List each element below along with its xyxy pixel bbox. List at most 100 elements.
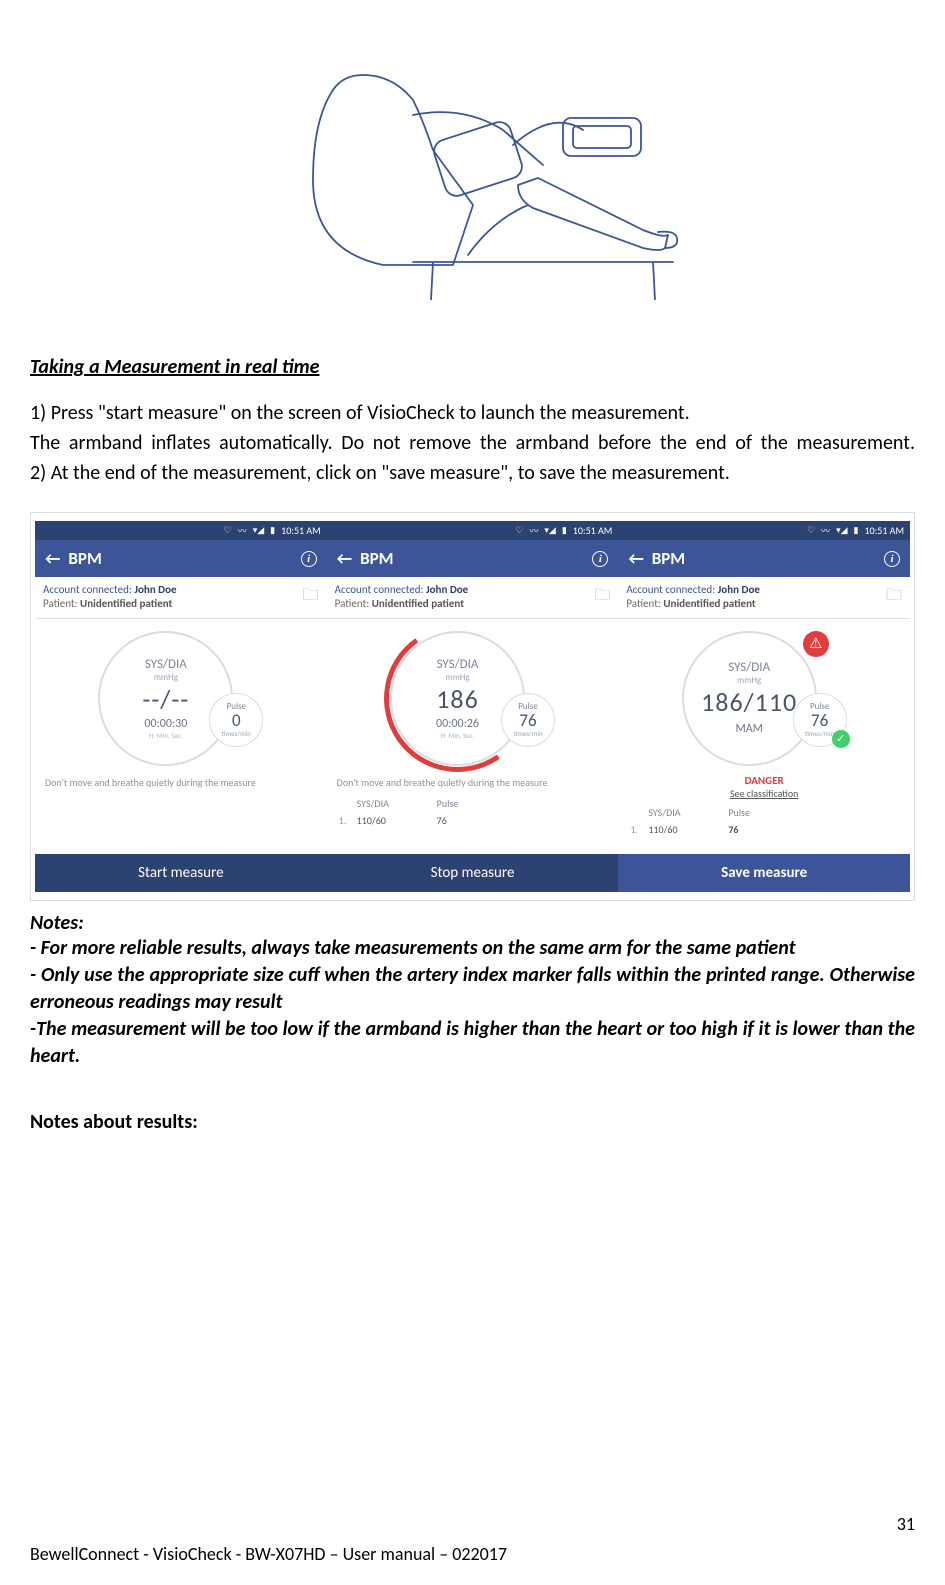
step-1-body: The armband inflates automatically. Do n…: [30, 429, 915, 457]
info-icon[interactable]: i: [884, 551, 900, 567]
heart-icon: ♡: [515, 525, 523, 536]
footer-text: BewellConnect - VisioCheck - BW-X07HD – …: [30, 1543, 507, 1565]
folder-icon[interactable]: 🗀: [303, 584, 319, 611]
pulse-unit: times/min: [805, 729, 834, 738]
save-measure-button[interactable]: Save measure: [618, 854, 910, 892]
app-bar: ← BPM i: [618, 540, 910, 577]
account-label: Account connected:: [626, 583, 715, 596]
stop-measure-button[interactable]: Stop measure: [327, 854, 619, 892]
account-row: Account connected: John DoePatient: Unid…: [35, 577, 327, 619]
gauge-circle: SYS/DIAmmHg186/110 MAM: [682, 631, 817, 766]
wave-icon: 〰: [821, 524, 830, 537]
note-3: -The measurement will be too low if the …: [30, 1016, 915, 1070]
back-icon[interactable]: ←: [628, 548, 643, 569]
screen-1: ♡〰▾◢▮10:51 AM←BPMiAccount connected: Joh…: [35, 521, 327, 892]
patient-value: Unidentified patient: [80, 597, 172, 610]
pulse-unit: times/min: [513, 729, 542, 738]
timer-value: 00:00:30: [144, 717, 187, 731]
status-time: 10:51 AM: [281, 524, 321, 537]
patient-value: Unidentified patient: [372, 597, 464, 610]
screen-body: SYS/DIAmmHg18600:00:26H. Min. Sec.Pulse7…: [327, 619, 619, 846]
pulse-bubble: Pulse76times/min✓: [793, 693, 847, 747]
wave-icon: 〰: [238, 524, 247, 537]
gauge: SYS/DIAmmHg18600:00:26H. Min. Sec.Pulse7…: [390, 631, 555, 766]
account-row: Account connected: John Doe Patient: Unid…: [327, 577, 619, 619]
reading-value: 186: [436, 683, 479, 715]
pulse-bubble: Pulse76times/min: [501, 693, 555, 747]
hint-text: Don't move and breathe quietly during th…: [45, 776, 319, 789]
sysdia-label: SYS/DIA: [437, 657, 479, 672]
app-bar: ← BPM i: [35, 540, 327, 577]
info-icon[interactable]: i: [301, 551, 317, 567]
folder-icon[interactable]: 🗀: [594, 584, 610, 611]
battery-icon: ▮: [562, 525, 567, 536]
section-title: Taking a Measurement in real time: [30, 355, 915, 379]
account-label: Account connected:: [335, 583, 424, 596]
gauge-circle: SYS/DIAmmHg--/-- 00:00:30H. Min. Sec.: [98, 631, 233, 766]
account-name: John Doe: [718, 583, 760, 596]
account-name: John Doe: [426, 583, 468, 596]
gauge: SYS/DIAmmHg--/--00:00:30H. Min. Sec.Puls…: [98, 631, 263, 766]
check-icon: ✓: [832, 730, 850, 748]
results-subheading: Notes about results:: [30, 1110, 915, 1134]
danger-line: DANGERSee classification: [626, 774, 902, 800]
folder-icon[interactable]: 🗀: [886, 584, 902, 611]
screen-3: ♡〰▾◢▮10:51 AM←BPMiAccount connected: Joh…: [618, 521, 910, 892]
reading-value: --/--: [142, 683, 189, 715]
patient-label: Patient:: [626, 597, 661, 610]
note-1: - For more reliable results, always take…: [30, 935, 915, 962]
alert-icon: ⚠: [803, 631, 829, 657]
signal-icon: ▾◢: [253, 525, 264, 536]
arm-illustration: [30, 0, 915, 345]
unit-label: mmHg: [737, 675, 761, 686]
back-icon[interactable]: ←: [337, 548, 352, 569]
pulse-value: 0: [232, 712, 241, 729]
pulse-value: 76: [519, 712, 536, 729]
timer-label: H. Min. Sec.: [149, 731, 183, 740]
info-icon[interactable]: i: [592, 551, 608, 567]
col-sysdia: SYS/DIA: [357, 797, 437, 810]
signal-icon: ▾◢: [544, 525, 555, 536]
screen-body: SYS/DIAmmHg186/110 MAM ⚠ Pulse76times/min✓ D…: [618, 619, 910, 846]
signal-icon: ▾◢: [836, 525, 847, 536]
unit-label: mmHg: [154, 672, 178, 683]
status-bar: ♡〰▾◢▮10:51 AM: [35, 521, 327, 540]
app-screenshots: ♡ 〰 ▾◢ ▮ 10:51 AM ← BPM i Account connected: Joh…: [30, 512, 915, 901]
status-bar: ♡ 〰 ▾◢ ▮ 10:51 AM: [327, 521, 619, 540]
app-title: BPM: [68, 548, 101, 569]
pulse-value: 76: [811, 712, 828, 729]
account-name: John Doe: [134, 583, 176, 596]
hint-text: Don't move and breathe quietly during th…: [337, 776, 611, 789]
account-row: Account connected: John Doe Patient: Unid…: [618, 577, 910, 619]
gauge-circle: SYS/DIAmmHg18600:00:26H. Min. Sec.: [390, 631, 525, 766]
back-icon[interactable]: ←: [45, 548, 60, 569]
reading-value: 186/110: [701, 686, 797, 718]
app-bar: ←BPMi: [327, 540, 619, 577]
sysdia-label: SYS/DIA: [728, 660, 770, 675]
battery-icon: ▮: [270, 525, 275, 536]
wave-icon: 〰: [529, 524, 538, 537]
step-2: 2) At the end of the measurement, click …: [30, 459, 915, 487]
notes-heading: Notes:: [30, 911, 915, 935]
sysdia-label: SYS/DIA: [145, 657, 187, 672]
step-1: 1) Press "start measure" on the screen o…: [30, 399, 915, 427]
mam-label: MAM: [735, 722, 762, 736]
patient-value: Unidentified patient: [663, 597, 755, 610]
app-title: BPM: [652, 548, 685, 569]
table-row: 1.110/6076: [335, 812, 611, 829]
timer-value: 00:00:26: [436, 717, 479, 731]
history-table: SYS/DIAPulse1.110/6076: [626, 804, 902, 838]
patient-label: Patient:: [335, 597, 370, 610]
table-row: 1.110/6076: [626, 821, 902, 838]
battery-icon: ▮: [854, 525, 859, 536]
history-table: SYS/DIAPulse1.110/6076: [335, 795, 611, 829]
status-time: 10:51 AM: [573, 524, 613, 537]
danger-text: DANGER: [626, 774, 902, 787]
pulse-unit: times/min: [222, 729, 251, 738]
note-2: - Only use the appropriate size cuff whe…: [30, 962, 915, 1016]
timer-label: H. Min. Sec.: [441, 731, 475, 740]
status-bar: ♡〰▾◢▮10:51 AM: [618, 521, 910, 540]
start-measure-button[interactable]: Start measure: [35, 854, 327, 892]
patient-label: Patient:: [43, 597, 78, 610]
classification-link[interactable]: See classification: [626, 787, 902, 800]
